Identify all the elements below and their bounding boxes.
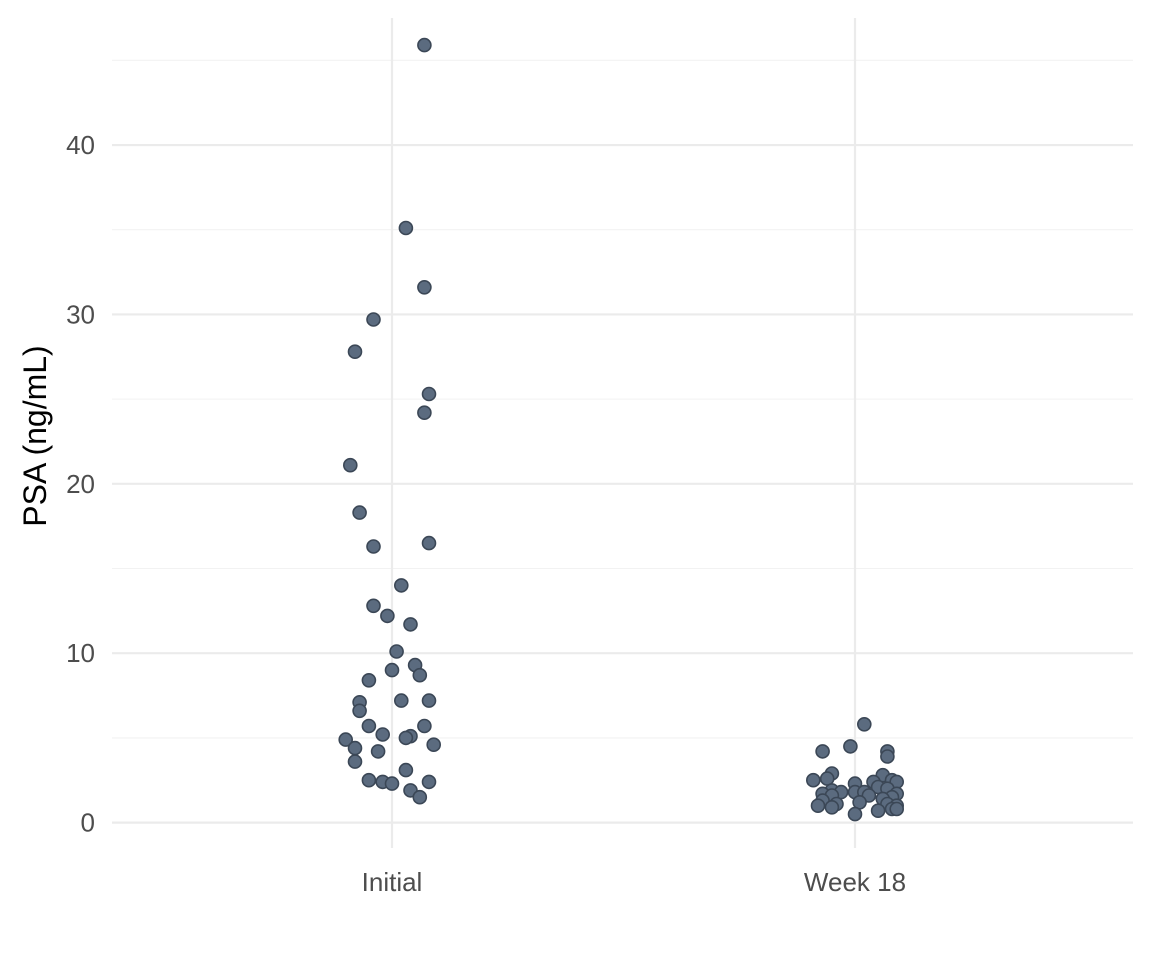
data-point xyxy=(856,716,872,732)
data-point xyxy=(393,693,409,708)
y-tick-label: 40 xyxy=(66,130,95,160)
data-point xyxy=(384,776,400,791)
data-point xyxy=(384,662,400,678)
x-tick-label: Week 18 xyxy=(804,867,906,897)
data-point xyxy=(421,774,437,790)
data-point xyxy=(805,772,821,788)
data-point xyxy=(338,732,354,747)
data-point xyxy=(417,405,432,421)
data-point xyxy=(843,739,858,754)
data-point xyxy=(880,749,895,764)
data-point xyxy=(398,730,414,746)
y-axis-title: PSA (ng/mL) xyxy=(17,345,53,526)
data-point xyxy=(417,718,432,734)
data-point xyxy=(815,744,830,759)
data-point xyxy=(361,772,377,788)
data-point xyxy=(352,505,367,520)
data-point xyxy=(417,37,432,53)
data-point xyxy=(421,535,437,551)
data-point xyxy=(421,386,437,402)
y-tick-label: 30 xyxy=(66,299,95,329)
data-point xyxy=(347,344,363,360)
y-tick-label: 20 xyxy=(66,469,95,499)
data-point xyxy=(393,578,409,593)
data-point xyxy=(366,539,381,554)
data-point xyxy=(421,693,437,708)
data-point xyxy=(347,754,363,769)
data-point xyxy=(361,672,377,688)
y-axis-tick-labels: 0 10 20 30 40 xyxy=(66,130,95,838)
data-point xyxy=(398,220,414,236)
data-point xyxy=(398,762,414,778)
data-point xyxy=(412,789,428,805)
x-axis-tick-labels: Initial Week 18 xyxy=(362,867,906,897)
data-point xyxy=(870,803,886,819)
data-point xyxy=(352,703,367,719)
data-point xyxy=(417,279,432,295)
data-point xyxy=(426,737,442,753)
data-point xyxy=(366,598,381,614)
data-point xyxy=(342,457,358,473)
data-point xyxy=(347,740,363,756)
data-point xyxy=(810,798,826,814)
y-tick-label: 0 xyxy=(81,808,95,838)
data-point xyxy=(847,806,863,822)
y-tick-label: 10 xyxy=(66,638,95,668)
minor-gridlines xyxy=(112,59,1133,739)
data-point xyxy=(375,727,391,742)
data-point xyxy=(889,801,905,817)
data-point xyxy=(824,799,840,815)
major-gridlines xyxy=(112,18,1133,848)
data-point xyxy=(380,608,395,624)
data-point xyxy=(389,644,404,659)
data-point xyxy=(403,617,418,632)
data-point xyxy=(370,744,386,759)
data-point xyxy=(361,718,377,734)
data-point xyxy=(412,667,428,683)
data-point xyxy=(366,312,381,327)
x-tick-label: Initial xyxy=(362,867,423,897)
data-points xyxy=(338,37,905,822)
